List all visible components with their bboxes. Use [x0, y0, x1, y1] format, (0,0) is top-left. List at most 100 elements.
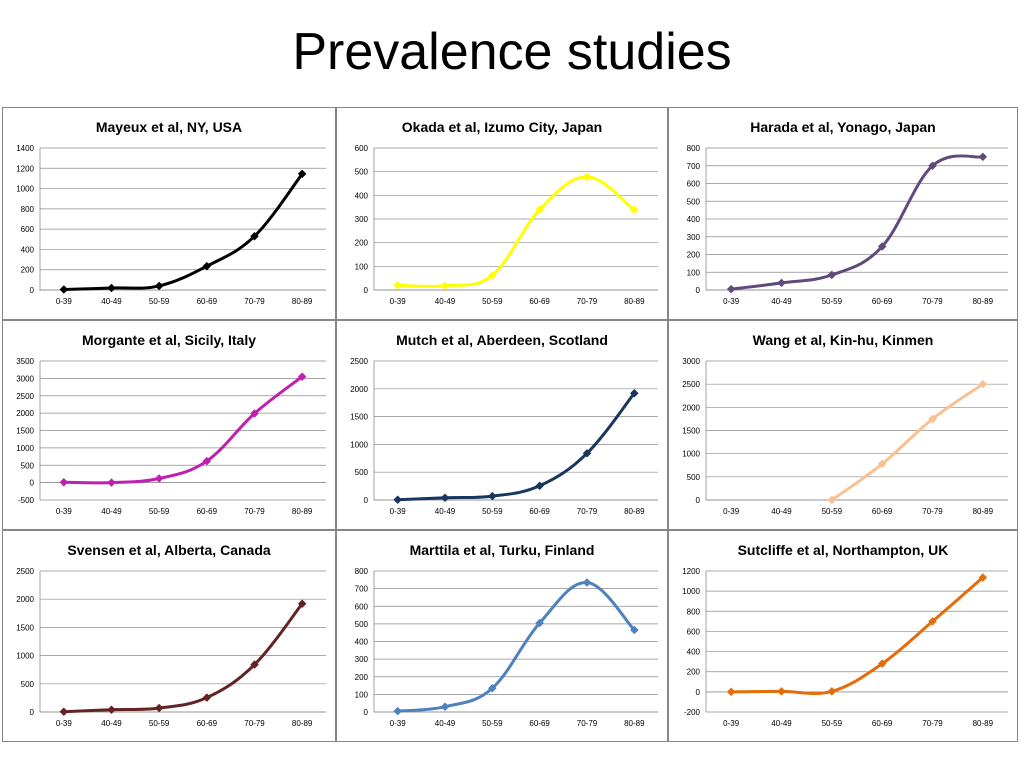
y-tick-label: 600 [687, 180, 701, 189]
y-tick-label: 500 [355, 620, 369, 629]
chart-panel-4: Morgante et al, Sicily, Italy -500 0 500 100… [2, 320, 336, 530]
x-tick-label: 80-89 [973, 507, 994, 516]
y-tick-label: 2000 [350, 385, 368, 394]
x-tick-label: 60-69 [529, 507, 550, 516]
data-point-marker [535, 618, 545, 628]
y-tick-label: 2500 [682, 380, 700, 389]
y-tick-label: 600 [355, 602, 369, 611]
y-tick-label: 1200 [16, 164, 34, 173]
y-tick-label: 200 [355, 239, 369, 248]
data-point-marker [978, 152, 988, 162]
chart-title: Mayeux et al, NY, USA [96, 119, 242, 135]
y-tick-label: 200 [355, 673, 369, 682]
y-tick-label: 300 [355, 655, 369, 664]
data-point-marker [202, 693, 212, 702]
data-point-marker [877, 659, 887, 669]
data-point-marker [877, 242, 887, 251]
x-tick-label: 60-69 [197, 719, 218, 728]
data-point-marker [978, 379, 988, 389]
y-tick-label: 2000 [16, 595, 34, 604]
y-tick-label: 1500 [682, 427, 700, 436]
y-tick-label: 700 [355, 585, 369, 594]
data-point-marker [582, 578, 592, 587]
data-point-marker [928, 414, 937, 424]
data-point-marker [297, 169, 307, 179]
chart-panel-2: Okada et al, Izumo City, Japan 0 100 200 300… [336, 107, 668, 320]
data-point-marker [59, 477, 69, 487]
data-point-marker [487, 270, 497, 280]
x-tick-label: 40-49 [771, 507, 792, 516]
y-tick-label: 0 [30, 708, 35, 717]
y-tick-label: 200 [687, 668, 701, 677]
y-tick-label: 2500 [350, 357, 368, 366]
chart-title: Mutch et al, Aberdeen, Scotland [396, 332, 608, 348]
x-tick-label: 70-79 [922, 507, 943, 516]
x-tick-label: 50-59 [822, 507, 843, 516]
x-tick-label: 70-79 [244, 297, 265, 306]
y-tick-label: 2500 [16, 392, 34, 401]
data-point-marker [777, 278, 786, 288]
x-tick-label: 60-69 [872, 297, 893, 306]
data-point-marker [827, 270, 837, 280]
x-tick-label: 80-89 [624, 507, 645, 516]
x-tick-label: 0-39 [56, 719, 73, 728]
y-tick-label: -500 [18, 496, 35, 505]
data-point-marker [582, 448, 592, 458]
x-tick-label: 50-59 [149, 719, 170, 728]
data-point-marker [777, 687, 786, 696]
data-point-marker [440, 281, 450, 291]
x-tick-label: 70-79 [244, 719, 265, 728]
y-tick-label: 500 [687, 473, 701, 482]
data-point-marker [978, 573, 988, 582]
data-point-marker [297, 599, 307, 609]
y-tick-label: 600 [687, 627, 701, 636]
y-tick-label: 700 [687, 162, 701, 171]
data-point-marker [487, 491, 497, 501]
y-tick-label: 1500 [16, 427, 34, 436]
data-point-marker [154, 703, 164, 713]
x-tick-label: 50-59 [482, 507, 503, 516]
chart-panel-3: Harada et al, Yonago, Japan 0 100 200 300 400… [668, 107, 1018, 320]
data-point-marker [107, 478, 116, 487]
chart-title: Sutcliffe et al, Northampton, UK [738, 542, 949, 558]
y-tick-label: 2500 [16, 567, 34, 576]
chart-title: Wang et al, Kin-hu, Kinmen [753, 332, 934, 348]
y-tick-label: 3000 [682, 357, 700, 366]
panel-border [2, 107, 336, 320]
data-point-marker [393, 280, 403, 290]
x-tick-label: 40-49 [101, 719, 122, 728]
data-point-marker [393, 706, 403, 716]
y-tick-label: 2000 [682, 403, 700, 412]
x-tick-label: 50-59 [822, 297, 843, 306]
panel-border [668, 107, 1018, 320]
x-tick-label: 50-59 [822, 719, 843, 728]
y-tick-label: 500 [21, 461, 35, 470]
y-tick-label: 1000 [16, 185, 34, 194]
y-tick-label: -200 [684, 708, 701, 717]
chart-panel-8: Marttila et al, Turku, Finland 0 100 200 300… [336, 530, 668, 742]
data-point-marker [202, 261, 212, 271]
y-tick-label: 200 [687, 251, 701, 260]
chart-title: Morgante et al, Sicily, Italy [82, 332, 256, 348]
x-tick-label: 60-69 [872, 507, 893, 516]
data-point-marker [440, 702, 450, 712]
y-tick-label: 600 [21, 225, 35, 234]
x-tick-label: 0-39 [723, 297, 740, 306]
panel-border [668, 320, 1018, 530]
x-tick-label: 40-49 [435, 507, 456, 516]
chart-title: Okada et al, Izumo City, Japan [402, 119, 602, 135]
y-tick-label: 0 [364, 496, 369, 505]
y-tick-label: 800 [355, 567, 369, 576]
x-tick-label: 80-89 [624, 719, 645, 728]
data-point-marker [440, 493, 450, 503]
y-tick-label: 500 [355, 468, 369, 477]
y-tick-label: 3000 [16, 374, 34, 383]
y-tick-label: 300 [687, 233, 701, 242]
x-tick-label: 60-69 [872, 719, 893, 728]
x-tick-label: 0-39 [56, 507, 73, 516]
data-point-marker [250, 231, 259, 241]
data-point-marker [629, 205, 639, 215]
x-tick-label: 0-39 [723, 507, 740, 516]
data-point-marker [250, 660, 259, 669]
